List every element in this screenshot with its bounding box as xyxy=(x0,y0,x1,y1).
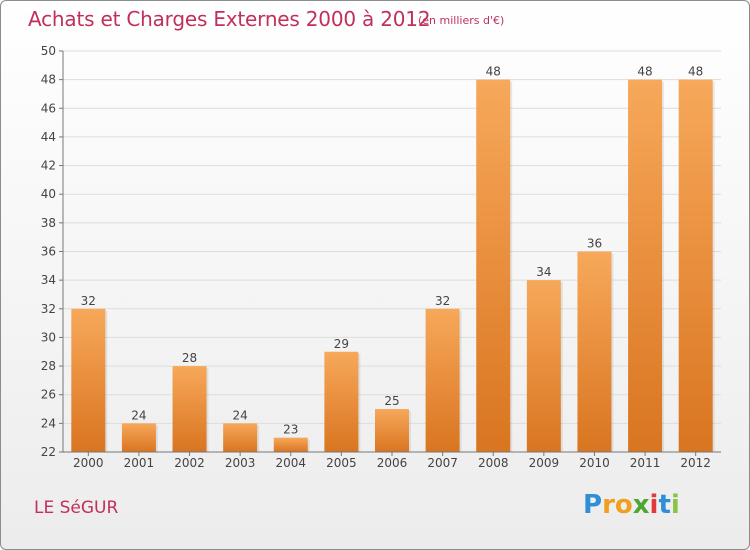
data-label: 28 xyxy=(182,351,197,365)
data-label: 48 xyxy=(486,65,501,79)
bar xyxy=(678,79,713,453)
x-tick-label: 2010 xyxy=(579,456,610,470)
bar xyxy=(172,366,207,452)
proxiti-logo: Proxiti xyxy=(583,490,680,520)
x-tick-label: 2007 xyxy=(427,456,458,470)
x-tick-label: 2005 xyxy=(326,456,357,470)
data-label: 32 xyxy=(81,294,96,308)
y-tick-label: 28 xyxy=(41,359,56,373)
logo-letter: P xyxy=(583,490,603,520)
bar xyxy=(324,351,359,452)
x-tick-label: 2009 xyxy=(529,456,560,470)
data-label: 36 xyxy=(587,237,602,251)
logo-letter: t xyxy=(658,490,671,520)
x-tick-label: 2011 xyxy=(630,456,661,470)
y-tick-label: 40 xyxy=(41,187,56,201)
chart-unit: (en milliers d'€) xyxy=(418,14,505,27)
data-label: 23 xyxy=(283,423,298,437)
logo-letter: i xyxy=(670,490,680,520)
bar xyxy=(526,280,561,452)
bar xyxy=(121,423,156,452)
x-tick-label: 2001 xyxy=(124,456,155,470)
data-label: 48 xyxy=(688,65,703,79)
data-label: 25 xyxy=(384,394,399,408)
x-tick-label: 2000 xyxy=(73,456,104,470)
y-tick-label: 22 xyxy=(41,445,56,459)
y-tick-label: 32 xyxy=(41,302,56,316)
data-label: 48 xyxy=(637,65,652,79)
bar xyxy=(375,409,409,452)
bar xyxy=(476,79,511,453)
chart-title: Achats et Charges Externes 2000 à 2012 xyxy=(28,7,431,31)
logo-letter: r xyxy=(602,490,615,520)
y-tick-label: 46 xyxy=(41,101,56,115)
data-label: 29 xyxy=(334,337,349,351)
bar xyxy=(425,308,460,452)
bar xyxy=(223,423,258,452)
y-tick-label: 38 xyxy=(41,216,56,230)
y-tick-label: 30 xyxy=(41,330,56,344)
data-label: 24 xyxy=(131,408,146,422)
x-tick-label: 2002 xyxy=(174,456,205,470)
x-tick-label: 2012 xyxy=(680,456,711,470)
x-tick-label: 2008 xyxy=(478,456,509,470)
x-tick-label: 2006 xyxy=(377,456,408,470)
x-tick-label: 2003 xyxy=(225,456,256,470)
data-label: 24 xyxy=(233,408,248,422)
bar xyxy=(273,437,308,452)
data-label: 32 xyxy=(435,294,450,308)
logo-letter: o xyxy=(614,490,633,520)
y-tick-label: 36 xyxy=(41,245,56,259)
data-label: 34 xyxy=(536,265,551,279)
logo-letter: i xyxy=(649,490,659,520)
y-tick-label: 42 xyxy=(41,159,56,173)
bar xyxy=(577,251,612,452)
logo-letter: x xyxy=(632,490,650,520)
x-tick-label: 2004 xyxy=(275,456,306,470)
y-tick-label: 26 xyxy=(41,388,56,402)
y-tick-label: 44 xyxy=(41,130,56,144)
y-tick-label: 50 xyxy=(41,44,56,58)
y-tick-label: 48 xyxy=(41,73,56,87)
commune-name: LE SéGUR xyxy=(34,498,119,518)
bar xyxy=(71,308,106,452)
y-tick-label: 24 xyxy=(41,416,56,430)
bar xyxy=(628,79,663,453)
y-tick-label: 34 xyxy=(41,273,56,287)
